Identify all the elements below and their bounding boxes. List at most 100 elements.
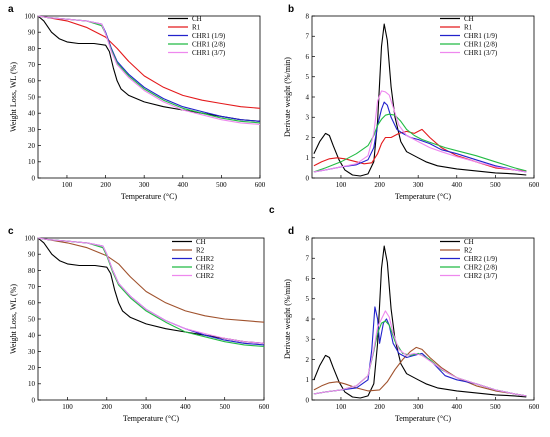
series-line xyxy=(313,90,527,173)
x-tick-label: 200 xyxy=(374,403,385,411)
series-line xyxy=(313,23,527,177)
y-tick-label: 2 xyxy=(306,134,310,142)
y-tick-label: 70 xyxy=(28,283,36,291)
y-axis-label: Weight Loss, WL (%) xyxy=(9,284,18,354)
y-tick-label: 30 xyxy=(28,348,36,356)
legend-label: CHR2 xyxy=(196,264,214,272)
series-line xyxy=(37,237,265,346)
series-line xyxy=(313,346,527,397)
x-tick-label: 400 xyxy=(452,181,463,189)
y-tick-label: 60 xyxy=(28,299,36,307)
legend-label: CHR1 (2/8) xyxy=(464,41,498,49)
y-tick-label: 10 xyxy=(28,380,36,388)
y-tick-label: 8 xyxy=(306,234,310,242)
y-tick-label: 20 xyxy=(28,142,36,150)
y-axis-label: Derivate weight (%/min) xyxy=(283,279,292,359)
x-tick-label: 400 xyxy=(452,403,463,411)
x-tick-label: 300 xyxy=(141,403,152,411)
y-tick-label: 8 xyxy=(306,12,310,20)
x-tick-label: 100 xyxy=(62,403,73,411)
legend-label: R2 xyxy=(196,247,205,255)
x-tick-label: 100 xyxy=(336,403,347,411)
x-tick-label: 100 xyxy=(336,181,347,189)
legend-label: CHR1 (1/9) xyxy=(192,32,226,40)
legend-label: CHR2 xyxy=(196,272,214,280)
series-line xyxy=(37,237,265,323)
y-tick-label: 40 xyxy=(28,332,36,340)
x-tick-label: 100 xyxy=(62,181,73,189)
y-tick-label: 2 xyxy=(306,356,310,364)
series-line xyxy=(37,15,261,126)
chart-panel-a: a 100 200 300 400 500 600 0 10 20 30 40 50 60 70 80 90 10… xyxy=(8,4,266,201)
x-tick-label: 200 xyxy=(374,181,385,189)
x-tick-label: 600 xyxy=(529,181,540,189)
legend-label: CHR2 (2/8) xyxy=(464,264,498,272)
x-tick-label: 500 xyxy=(216,181,227,189)
y-tick-label: 7 xyxy=(306,33,310,41)
y-tick-label: 1 xyxy=(306,154,310,162)
series-line xyxy=(313,128,527,172)
series-line xyxy=(37,237,265,344)
chart-panel-c: c 100 200 300 400 500 600 0 10 20 30 40 50 60 70 80 90 10… xyxy=(8,226,270,423)
panel-letter: b xyxy=(288,4,294,15)
series-line xyxy=(37,15,261,124)
plot-frame xyxy=(311,15,535,179)
x-axis-label: Temperature (°C) xyxy=(395,414,452,423)
legend-label: CH xyxy=(192,15,202,23)
y-tick-label: 0 xyxy=(306,174,310,182)
x-axis-label: Temperature (°C) xyxy=(123,414,180,423)
chart-panel-d: d 100 200 300 400 500 600 0 1 2 3 4 5 6 7 8 Temperature … xyxy=(283,226,540,423)
legend-label: CH xyxy=(464,238,474,246)
y-tick-label: 0 xyxy=(32,396,36,404)
x-tick-label: 400 xyxy=(178,181,189,189)
y-tick-label: 10 xyxy=(28,158,36,166)
x-axis-label: Temperature (°C) xyxy=(395,192,452,201)
x-tick-label: 500 xyxy=(219,403,230,411)
x-tick-label: 200 xyxy=(100,181,111,189)
legend-label: CHR2 (1/9) xyxy=(464,255,498,263)
y-axis-label: Derivate weight (%/min) xyxy=(283,57,292,137)
x-tick-label: 600 xyxy=(255,181,266,189)
y-tick-label: 20 xyxy=(28,364,36,372)
plot-frame xyxy=(37,15,261,179)
y-tick-label: 0 xyxy=(306,396,310,404)
center-panel-letter: c xyxy=(269,205,275,216)
y-tick-label: 70 xyxy=(28,61,36,69)
y-tick-label: 90 xyxy=(28,251,36,259)
x-tick-label: 400 xyxy=(180,403,191,411)
legend-label: R1 xyxy=(464,24,473,32)
x-tick-label: 600 xyxy=(529,403,540,411)
y-tick-label: 6 xyxy=(306,53,310,61)
y-tick-label: 4 xyxy=(306,315,310,323)
legend-label: CHR1 (2/8) xyxy=(192,41,226,49)
y-tick-label: 50 xyxy=(28,315,36,323)
y-tick-label: 100 xyxy=(25,12,36,20)
legend-label: CHR2 (3/7) xyxy=(464,272,498,280)
x-tick-label: 300 xyxy=(413,181,424,189)
y-tick-label: 80 xyxy=(28,45,36,53)
series-line xyxy=(37,237,265,344)
y-tick-label: 5 xyxy=(306,295,310,303)
y-tick-label: 3 xyxy=(306,114,310,122)
y-tick-label: 3 xyxy=(306,336,310,344)
y-tick-label: 90 xyxy=(28,29,36,37)
series-line xyxy=(37,15,261,122)
series-line xyxy=(313,113,527,173)
chart-panel-b: b 100 200 300 400 500 600 0 1 2 3 4 5 6 7 8 Temperature … xyxy=(283,4,540,201)
y-tick-label: 60 xyxy=(28,77,36,85)
legend-label: CH xyxy=(464,15,474,23)
y-tick-label: 40 xyxy=(28,110,36,118)
legend-label: CHR2 xyxy=(196,255,214,263)
y-tick-label: 50 xyxy=(28,93,36,101)
series-line xyxy=(37,237,265,348)
y-tick-label: 0 xyxy=(32,174,36,182)
x-tick-label: 300 xyxy=(139,181,150,189)
y-tick-label: 30 xyxy=(28,126,36,134)
x-tick-label: 600 xyxy=(259,403,270,411)
series-line xyxy=(37,15,261,122)
